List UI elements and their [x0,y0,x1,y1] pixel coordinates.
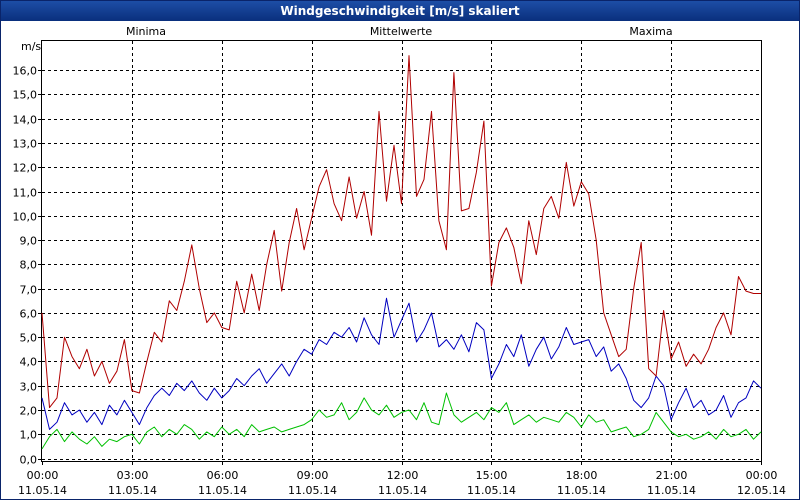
series-line-mittelwerte [41,297,762,430]
x-tick-date: 11.05.14 [198,484,247,497]
y-tick-label: 8,0 [20,259,38,272]
x-tick-time: 15:00 [476,469,508,482]
y-tick-label: 12,0 [13,162,38,175]
y-tick-label: 0,0 [20,454,38,467]
x-tick-date: 11.05.14 [557,484,606,497]
x-tick-time: 09:00 [297,469,329,482]
y-tick-label: 16,0 [13,65,38,78]
y-tick-label: 6,0 [20,308,38,321]
window-title: Windgeschwindigkeit [m/s] skaliert [1,1,799,21]
y-tick-label: 5,0 [20,332,38,345]
x-tick-date: 11.05.14 [378,484,427,497]
x-tick-time: 06:00 [207,469,239,482]
x-tick-time: 12:00 [387,469,419,482]
x-tick-date: 11.05.14 [108,484,157,497]
legend-maxima: Maxima [629,25,672,38]
y-tick-label: 15,0 [13,89,38,102]
y-tick-label: 1,0 [20,429,38,442]
legend-minima: Minima [126,25,166,38]
legend-mittelwerte: Mittelwerte [370,25,433,38]
plot-area [41,40,762,462]
x-tick-time: 00:00 [27,469,59,482]
series-line-maxima [41,55,761,409]
grid [42,41,761,461]
x-tick-time: 00:00 [746,469,778,482]
series-lines [41,55,762,450]
y-tick-label: 3,0 [20,381,38,394]
series-line-minima [41,392,762,450]
y-tick-label: 10,0 [13,211,38,224]
x-tick-date: 11.05.14 [467,484,516,497]
y-axis-label: m/s [21,40,41,53]
x-tick-date: 12.05.14 [737,484,786,497]
y-tick-label: 13,0 [13,138,38,151]
y-tick-label: 14,0 [13,114,38,127]
x-tick-date: 11.05.14 [647,484,696,497]
x-tick-date: 11.05.14 [288,484,337,497]
x-tick-time: 21:00 [656,469,688,482]
axes: 0,0 1,0 2,0 3,0 4,0 5,0 6,0 7,0 8,0 9,0 10,0 11,0 12… [13,65,786,498]
y-tick-label: 7,0 [20,284,38,297]
y-tick-label: 9,0 [20,235,38,248]
x-tick-time: 03:00 [117,469,149,482]
y-tick-label: 11,0 [13,187,38,200]
x-tick-time: 18:00 [566,469,598,482]
y-tick-label: 4,0 [20,356,38,369]
x-tick-date: 11.05.14 [18,484,67,497]
y-tick-label: 2,0 [20,405,38,418]
